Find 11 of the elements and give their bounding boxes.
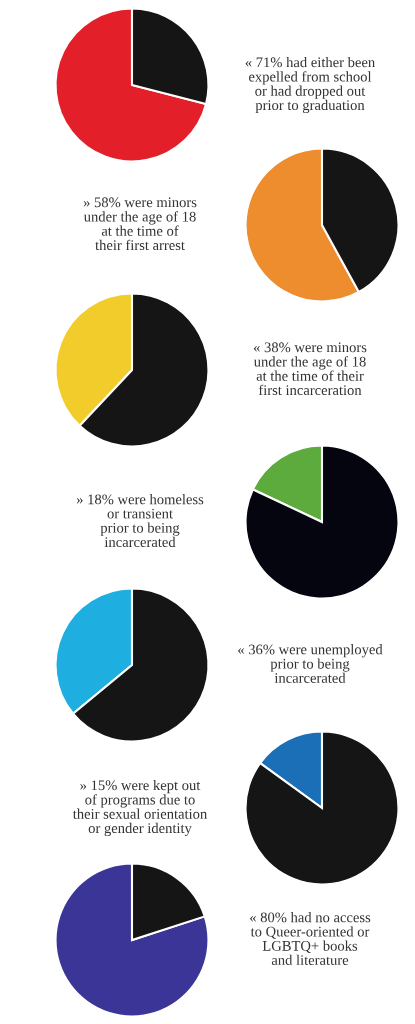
text: » 58% were minors under the age of 18 at the time of their first arrest	[83, 197, 197, 251]
text: » 18% were homeless or transient prior to being incarcerated	[76, 494, 204, 548]
text: « 71% had either been expelled from school or had dropped out prior to graduation	[245, 56, 375, 114]
pie-slice	[244, 730, 400, 886]
text: « 36% were unemployed prior to being incarcerated	[238, 644, 383, 683]
pie-slice	[54, 7, 208, 163]
pie-slice	[244, 444, 400, 600]
text: » 15% were kept out of programs due to their sexual orientation or gender identity	[72, 779, 207, 837]
pie-slice	[54, 862, 210, 1018]
text: « 38% were minors under the age of 18 at the time of their first incarceration	[253, 342, 367, 396]
text: « 80% had no access to Queer-oriented or LGBTQ+ books and literature	[250, 912, 371, 966]
